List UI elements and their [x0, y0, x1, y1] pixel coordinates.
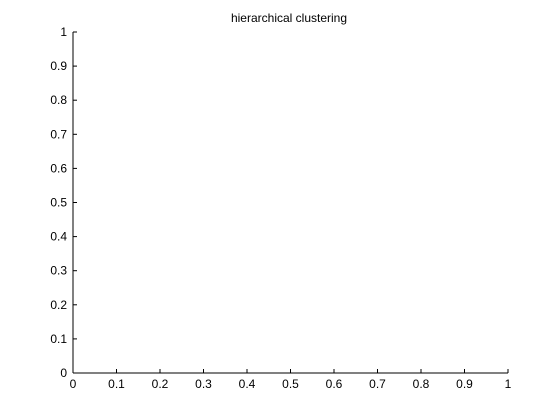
x-tick-label: 1 — [505, 377, 512, 391]
x-tick-label: 0.5 — [282, 377, 299, 391]
y-tick-label: 0.2 — [50, 298, 67, 312]
y-tick-label: 0.9 — [50, 59, 67, 73]
x-tick-label: 0 — [70, 377, 77, 391]
x-tick-label: 0.3 — [195, 377, 212, 391]
x-tick-label: 0.8 — [413, 377, 430, 391]
x-tick-label: 0.4 — [239, 377, 256, 391]
y-tick-label: 0.3 — [50, 264, 67, 278]
y-tick-label: 1 — [60, 25, 67, 39]
x-tick-label: 0.7 — [369, 377, 386, 391]
chart-title: hierarchical clustering — [231, 11, 347, 25]
y-tick-label: 0.6 — [50, 161, 67, 175]
y-axis-ticks: 0 0.1 0.2 0.3 0.4 0.5 0.6 0.7 0.8 0.9 1 — [50, 25, 77, 380]
x-axis-ticks: 0 0.1 0.2 0.3 0.4 0.5 0.6 0.7 0.8 0.9 1 — [70, 369, 512, 391]
x-tick-label: 0.6 — [326, 377, 343, 391]
x-tick-label: 0.9 — [456, 377, 473, 391]
y-tick-label: 0.4 — [50, 230, 67, 244]
y-tick-label: 0.5 — [50, 196, 67, 210]
x-tick-label: 0.2 — [152, 377, 169, 391]
y-tick-label: 0 — [60, 366, 67, 380]
y-tick-label: 0.1 — [50, 332, 67, 346]
y-tick-label: 0.8 — [50, 93, 67, 107]
y-tick-label: 0.7 — [50, 127, 67, 141]
x-tick-label: 0.1 — [108, 377, 125, 391]
